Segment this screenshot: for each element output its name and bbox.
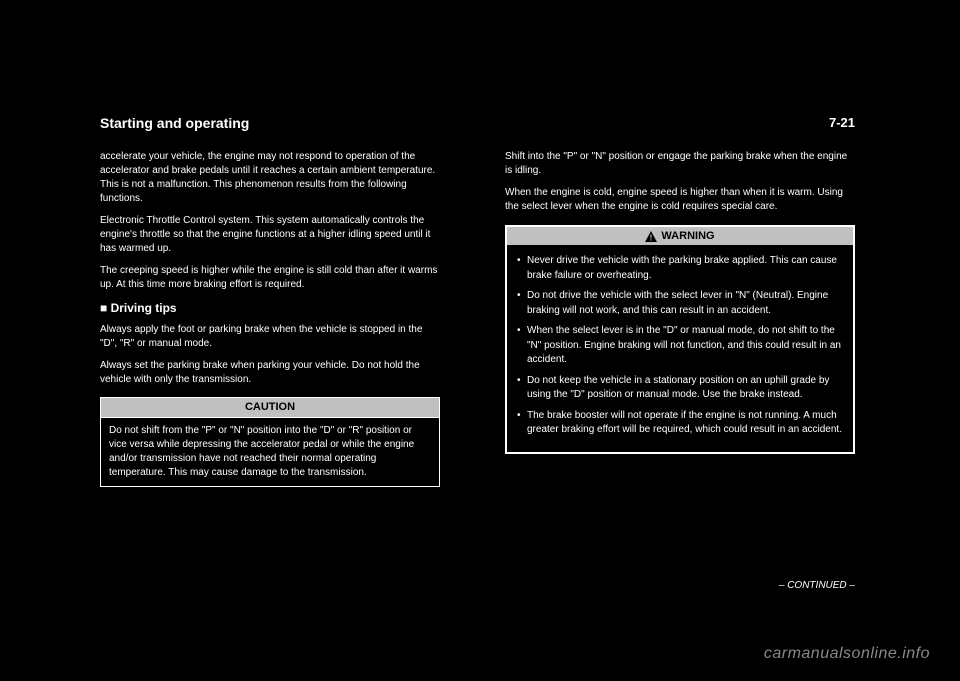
page-number: 7-21 — [829, 115, 855, 130]
left-para-3: The creeping speed is higher while the e… — [100, 264, 440, 292]
warning-box: ! WARNING Never drive the vehicle with t… — [505, 225, 855, 454]
watermark: carmanualsonline.info — [764, 645, 930, 663]
warning-header: ! WARNING — [507, 227, 853, 246]
left-para-1: accelerate your vehicle, the engine may … — [100, 150, 440, 206]
warning-bullet: The brake booster will not operate if th… — [517, 409, 843, 438]
svg-text:!: ! — [650, 233, 653, 242]
warning-triangle-icon: ! — [645, 231, 657, 242]
left-column: accelerate your vehicle, the engine may … — [100, 150, 440, 497]
driving-tips-heading: ■ Driving tips — [100, 300, 440, 317]
caution-box: CAUTION Do not shift from the "P" or "N"… — [100, 397, 440, 487]
continued-label: – CONTINUED – — [779, 580, 855, 591]
warning-label: WARNING — [661, 230, 714, 242]
left-tip-1: Always apply the foot or parking brake w… — [100, 323, 440, 351]
caution-header: CAUTION — [101, 398, 439, 418]
right-para-2: When the engine is cold, engine speed is… — [505, 186, 855, 214]
warning-bullet: Never drive the vehicle with the parking… — [517, 254, 843, 283]
warning-bullet: Do not keep the vehicle in a stationary … — [517, 374, 843, 403]
section-header: Starting and operating — [100, 115, 249, 131]
manual-page: Starting and operating 7-21 accelerate y… — [0, 0, 960, 681]
right-para-1: Shift into the "P" or "N" position or en… — [505, 150, 855, 178]
left-para-2: Electronic Throttle Control system. This… — [100, 214, 440, 256]
warning-bullet: Do not drive the vehicle with the select… — [517, 289, 843, 318]
right-column: Shift into the "P" or "N" position or en… — [505, 150, 855, 222]
left-tip-2: Always set the parking brake when parkin… — [100, 359, 440, 387]
warning-bullet: When the select lever is in the "D" or m… — [517, 324, 843, 368]
warning-body: Never drive the vehicle with the parking… — [507, 246, 853, 452]
caution-body: Do not shift from the "P" or "N" positio… — [101, 418, 439, 486]
